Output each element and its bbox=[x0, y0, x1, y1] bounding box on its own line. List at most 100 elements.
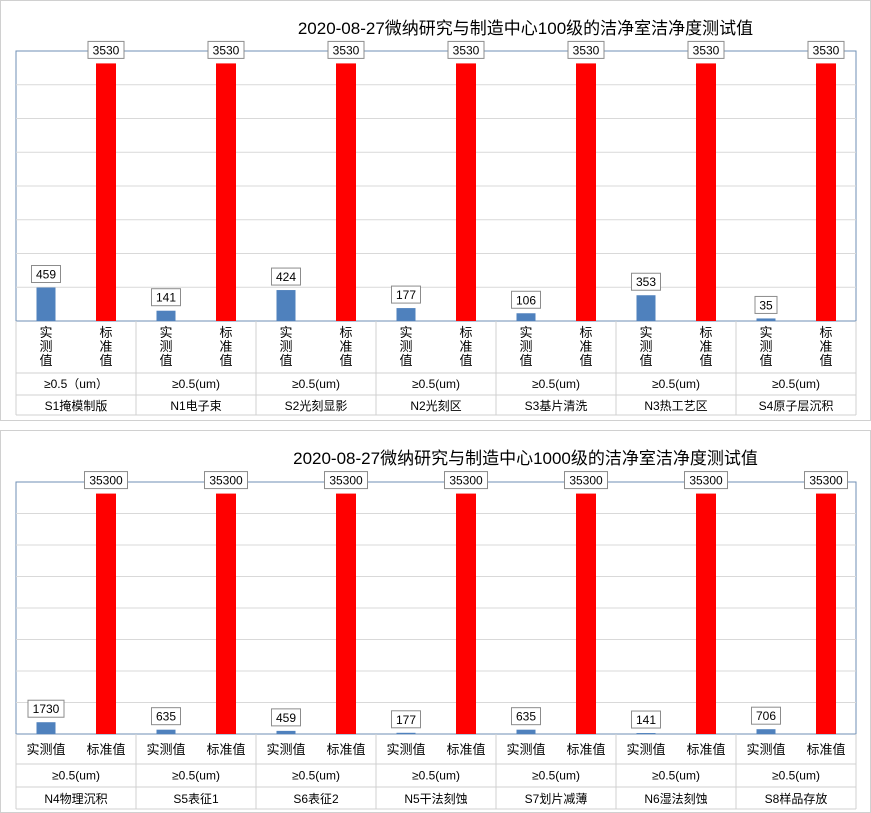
series-label: 测 bbox=[759, 339, 772, 354]
area-label: S3基片清洗 bbox=[525, 399, 588, 413]
series-label: 测 bbox=[399, 339, 412, 354]
bar-standard bbox=[96, 493, 116, 734]
data-label: 106 bbox=[516, 293, 536, 307]
series-label: 标 bbox=[99, 325, 112, 340]
particle-size-label: ≥0.5（um） bbox=[44, 377, 108, 391]
data-label-box bbox=[447, 40, 485, 59]
particle-size-label: ≥0.5(um) bbox=[772, 377, 820, 391]
bar-measured bbox=[156, 729, 176, 734]
series-label: 实 bbox=[279, 325, 292, 340]
bar-measured bbox=[276, 290, 296, 321]
series-label: 实测值 bbox=[26, 742, 65, 757]
data-label-box bbox=[84, 471, 128, 490]
series-label: 值 bbox=[99, 353, 112, 368]
data-label-box bbox=[687, 40, 725, 59]
series-label: 标准值 bbox=[686, 742, 725, 757]
series-label: 标 bbox=[819, 325, 832, 340]
area-label: S4原子层沉积 bbox=[759, 399, 834, 413]
series-label: 标 bbox=[339, 325, 352, 340]
series-label: 准 bbox=[819, 339, 832, 354]
data-label-box bbox=[391, 710, 421, 729]
data-label: 3530 bbox=[93, 43, 120, 57]
series-label: 标 bbox=[699, 325, 712, 340]
particle-size-label: ≥0.5(um) bbox=[652, 377, 700, 391]
series-label: 值 bbox=[219, 353, 232, 368]
bar-measured bbox=[396, 732, 416, 734]
data-label-box bbox=[271, 708, 301, 727]
bar-standard bbox=[336, 493, 356, 734]
particle-size-label: ≥0.5(um) bbox=[532, 769, 580, 783]
bar-standard bbox=[96, 63, 116, 322]
series-label: 标 bbox=[459, 325, 472, 340]
series-label: 测 bbox=[159, 339, 172, 354]
data-label-box bbox=[151, 288, 181, 307]
series-label: 测 bbox=[39, 339, 52, 354]
particle-size-label: ≥0.5(um) bbox=[292, 769, 340, 783]
series-label: 标准值 bbox=[566, 742, 605, 757]
series-label: 实 bbox=[159, 325, 172, 340]
data-label-box bbox=[567, 40, 605, 59]
data-label: 706 bbox=[756, 709, 776, 723]
particle-size-label: ≥0.5(um) bbox=[772, 769, 820, 783]
bar-standard bbox=[336, 63, 356, 322]
particle-size-label: ≥0.5(um) bbox=[652, 769, 700, 783]
data-label: 635 bbox=[516, 710, 536, 724]
chart-title-100: 2020-08-27微纳研究与制造中心100级的洁净室洁净度测试值 bbox=[297, 19, 754, 38]
series-label: 实测值 bbox=[386, 742, 425, 757]
series-label: 实测值 bbox=[266, 742, 305, 757]
chart-svg-100: 459 实测值 3530 标准值 ≥0.5（um） S1掩模制版 141 实测值 3530 标准值… bbox=[15, 40, 857, 416]
series-label: 值 bbox=[759, 353, 772, 368]
bar-standard bbox=[216, 63, 236, 322]
bar-standard bbox=[216, 493, 236, 734]
data-label-box bbox=[804, 471, 848, 490]
data-label: 1730 bbox=[33, 702, 60, 716]
data-label: 141 bbox=[636, 713, 656, 727]
chart-title-1000: 2020-08-27微纳研究与制造中心1000级的洁净室洁净度测试值 bbox=[293, 449, 758, 468]
data-label-box bbox=[27, 699, 65, 718]
bar-standard bbox=[456, 493, 476, 734]
bar-measured bbox=[636, 733, 656, 734]
bar-measured bbox=[396, 308, 416, 321]
bar-measured bbox=[756, 318, 776, 321]
data-label: 35300 bbox=[809, 474, 843, 488]
series-label: 实测值 bbox=[746, 742, 785, 757]
series-label: 标准值 bbox=[326, 742, 365, 757]
chart-panel-1000: 2020-08-27微纳研究与制造中心1000级的洁净室洁净度测试值 1730 实… bbox=[0, 430, 871, 813]
data-label: 459 bbox=[276, 711, 296, 725]
bar-standard bbox=[816, 493, 836, 734]
particle-size-label: ≥0.5(um) bbox=[52, 769, 100, 783]
area-label: S7划片减薄 bbox=[525, 791, 588, 806]
series-label: 标准值 bbox=[206, 742, 245, 757]
data-label: 35300 bbox=[209, 474, 243, 488]
series-label: 值 bbox=[279, 353, 292, 368]
series-label: 准 bbox=[459, 339, 472, 354]
series-label: 准 bbox=[579, 339, 592, 354]
data-label: 35300 bbox=[689, 474, 723, 488]
series-label: 准 bbox=[99, 339, 112, 354]
data-label: 459 bbox=[36, 268, 56, 282]
bar-measured bbox=[276, 730, 296, 734]
data-label: 3530 bbox=[813, 43, 840, 57]
data-label: 3530 bbox=[333, 43, 360, 57]
area-label: S2光刻显影 bbox=[285, 399, 348, 413]
data-label-box bbox=[754, 295, 778, 314]
series-label: 值 bbox=[459, 353, 472, 368]
data-label: 3530 bbox=[573, 43, 600, 57]
series-label: 值 bbox=[399, 353, 412, 368]
particle-size-label: ≥0.5(um) bbox=[292, 377, 340, 391]
data-label-box bbox=[444, 471, 488, 490]
data-label-box bbox=[151, 707, 181, 726]
series-label: 准 bbox=[339, 339, 352, 354]
data-label: 177 bbox=[396, 713, 416, 727]
bar-measured bbox=[516, 729, 536, 734]
data-label-box bbox=[511, 290, 541, 309]
area-label: N1电子束 bbox=[170, 399, 221, 413]
area-label: S1掩模制版 bbox=[45, 399, 108, 413]
data-label-box bbox=[631, 710, 661, 729]
bar-measured bbox=[756, 729, 776, 734]
data-label-box bbox=[31, 265, 61, 284]
bar-measured bbox=[516, 313, 536, 321]
data-label-box bbox=[327, 40, 365, 59]
series-label: 实测值 bbox=[146, 742, 185, 757]
data-label-box bbox=[207, 40, 245, 59]
